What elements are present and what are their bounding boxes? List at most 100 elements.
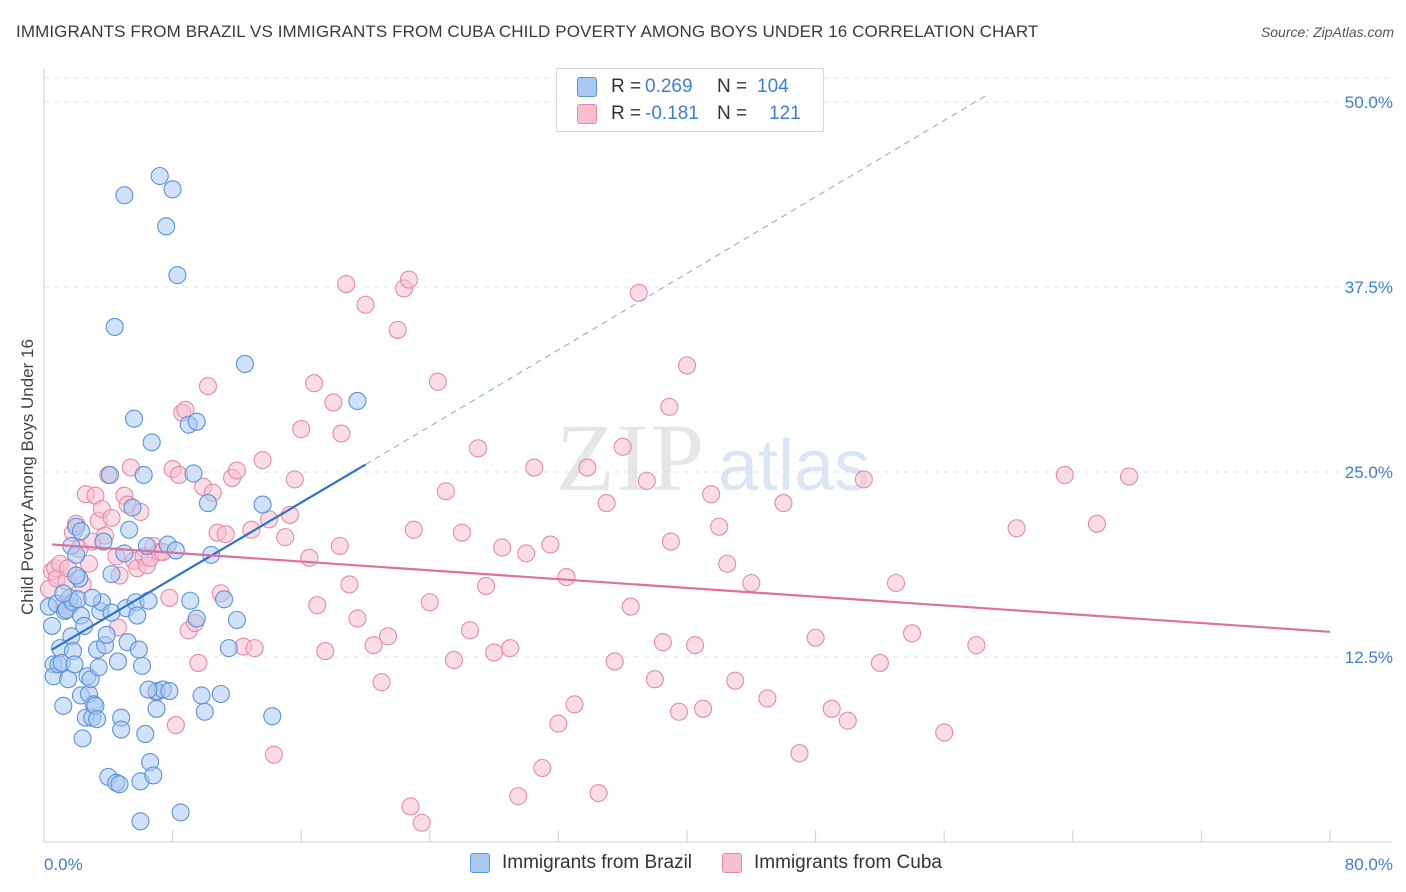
brazil-point — [54, 696, 73, 715]
cuba-point — [501, 639, 520, 658]
brazil-point — [65, 655, 84, 674]
cuba-point — [460, 621, 480, 640]
legend-item-brazil[interactable]: Immigrants from Brazil — [470, 852, 692, 874]
legend-swatch-brazil — [470, 853, 490, 873]
legend-item-cuba[interactable]: Immigrants from Cuba — [722, 852, 942, 874]
cuba-point — [758, 689, 777, 708]
brazil-point — [128, 606, 147, 625]
cuba-point — [276, 528, 295, 547]
cuba-point — [621, 597, 640, 616]
brazil-point — [253, 495, 272, 514]
brazil-point — [163, 180, 182, 199]
brazil-point — [115, 544, 134, 563]
trend-lines — [51, 94, 1331, 651]
brazil-point — [157, 217, 176, 236]
cuba-point — [372, 673, 391, 692]
cuba-point — [589, 784, 608, 803]
cuba-point — [79, 554, 99, 573]
cuba-point — [702, 485, 721, 504]
cuba-point — [694, 699, 713, 718]
legend-label-cuba: Immigrants from Cuba — [754, 852, 942, 873]
cuba-point — [292, 420, 311, 439]
legend-r-value: -0.181 — [645, 103, 699, 124]
cuba-point — [428, 372, 447, 391]
cuba-point — [509, 787, 528, 806]
brazil-point — [160, 681, 179, 701]
brazil-point — [89, 658, 108, 677]
cuba-point — [404, 520, 423, 539]
cuba-point — [718, 554, 737, 573]
brazil-point — [102, 565, 121, 584]
y-tick-label: 50.0% — [1345, 93, 1393, 112]
brazil-point — [42, 616, 62, 635]
cuba-point — [245, 639, 264, 658]
legend-row-brazil: R = 0.269 N = 104 — [577, 75, 807, 99]
brazil-point — [168, 266, 187, 285]
cuba-point — [629, 283, 648, 302]
brazil-point — [166, 541, 185, 560]
cuba-point — [166, 716, 185, 735]
brazil-point — [131, 812, 150, 831]
brazil-point — [139, 591, 158, 610]
tick-labels: 12.5% 25.0% 37.5% 50.0% 0.0% 80.0% — [44, 93, 1393, 874]
cuba-point — [967, 636, 986, 655]
cuba-point — [189, 653, 208, 672]
cuba-point — [653, 633, 672, 652]
cuba-point — [436, 482, 455, 501]
cuba-point — [645, 670, 664, 689]
brazil-point — [142, 433, 161, 452]
legend-n-value: 104 — [757, 76, 789, 97]
brazil-point — [87, 710, 107, 729]
brazil-point — [150, 166, 169, 186]
brazil-point — [83, 588, 102, 607]
chart-title: IMMIGRANTS FROM BRAZIL VS IMMIGRANTS FRO… — [16, 22, 1039, 41]
cuba-point — [669, 702, 689, 721]
brazil-point — [235, 354, 254, 374]
cuba-point — [742, 573, 761, 593]
brazil-point — [198, 494, 218, 513]
cuba-point — [420, 593, 439, 612]
cuba-point — [774, 494, 793, 513]
brazil-point — [192, 686, 211, 705]
cuba-point — [517, 544, 536, 563]
cuba-point — [332, 424, 351, 443]
series-brazil-points — [39, 166, 367, 831]
cuba-point — [533, 758, 552, 778]
cuba-point — [253, 451, 272, 470]
brazil-point — [195, 702, 214, 721]
cuba-point — [710, 517, 729, 536]
cuba-point — [660, 397, 679, 416]
brazil-point — [134, 465, 153, 485]
cuba-point — [886, 573, 906, 593]
cuba-point — [549, 714, 568, 733]
legend-r-label: R = — [611, 76, 642, 97]
y-axis-label: Child Poverty Among Boys Under 16 — [18, 339, 37, 615]
cuba-point — [1120, 467, 1139, 486]
cuba-point — [316, 642, 335, 661]
source-label: Source: ZipAtlas.com — [1260, 24, 1394, 40]
brazil-point — [181, 591, 200, 610]
cuba-point — [1055, 465, 1074, 485]
brazil-point — [139, 680, 158, 699]
cuba-point — [340, 575, 359, 594]
brazil-point — [100, 465, 119, 485]
cuba-point — [227, 461, 246, 480]
watermark: ZIP atlas — [556, 404, 870, 511]
brazil-point — [144, 766, 163, 785]
cuba-point — [605, 652, 624, 671]
brazil-point — [71, 522, 91, 541]
cuba-point — [525, 458, 544, 477]
cuba-point — [822, 699, 841, 718]
brazil-point — [187, 609, 206, 628]
cuba-point — [854, 470, 873, 489]
brazil-point — [133, 656, 152, 675]
cuba-point — [1007, 519, 1026, 538]
brazil-point — [97, 625, 116, 644]
cuba-point — [677, 356, 697, 375]
legend-swatch-brazil — [577, 77, 597, 97]
trend-line-brazil — [51, 463, 367, 651]
brazil-point — [67, 566, 86, 585]
cuba-point — [308, 596, 327, 615]
legend-label-brazil: Immigrants from Brazil — [502, 852, 693, 873]
